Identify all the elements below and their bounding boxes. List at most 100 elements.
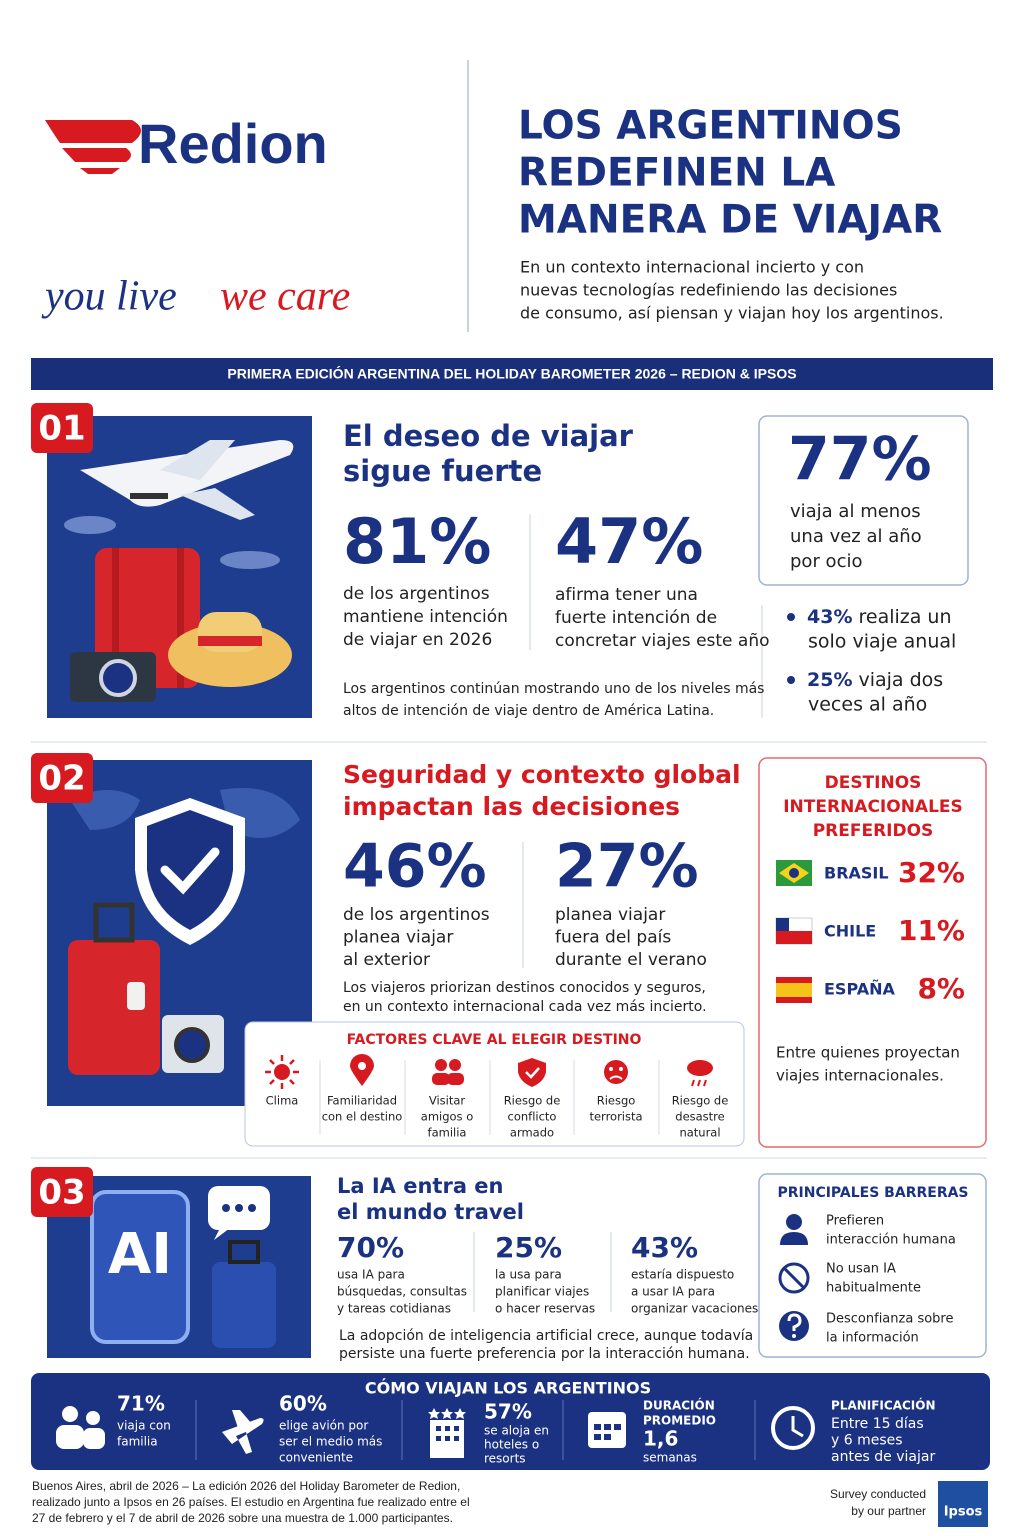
summary-text: hoteles o (484, 1438, 539, 1452)
note: Los argentinos continúan mostrando uno d… (343, 681, 764, 697)
flags-part (776, 918, 789, 931)
stat-text: de viajar en 2026 (343, 630, 492, 650)
summary-text: familia (117, 1435, 158, 1449)
footnote: 27 de febrero y el 7 de abril de 2026 so… (32, 1511, 453, 1525)
summary-text: Entre 15 días (831, 1416, 924, 1432)
logo-mark-part (62, 148, 131, 162)
stat-text: fuera del país (555, 928, 671, 948)
barrier-icons-part (792, 1334, 796, 1338)
stat-text: la usa para (495, 1268, 562, 1282)
stat-text: afirma tener una (555, 585, 698, 605)
section-3-illustration-part (90, 1190, 190, 1344)
barrier-text: Desconfianza sobre (826, 1312, 953, 1327)
summary-icons-part-part (604, 1434, 611, 1440)
summary-icons-part-part (436, 1436, 441, 1441)
barrier-text: interacción humana (826, 1233, 956, 1248)
section-number: 01 (38, 409, 85, 449)
stat-text: búsquedas, consultas (337, 1285, 467, 1299)
stat-text: organizar vacaciones (631, 1302, 758, 1316)
summary-text: ser el medio más (279, 1435, 382, 1449)
stat-text: al exterior (343, 950, 430, 970)
partner-logo (938, 1481, 988, 1527)
bullet (787, 613, 795, 621)
summary-bar (31, 1373, 990, 1470)
section-1-illustration-part (177, 548, 184, 688)
bullet-text: 43% realiza un (807, 606, 952, 628)
factor-icons-part (609, 1067, 613, 1071)
section-title: el mundo travel (337, 1200, 524, 1224)
note: altos de intención de viaje dentro de Am… (343, 703, 714, 719)
section-2-illustration-part (93, 902, 135, 943)
section-3-illustration-part (235, 1204, 243, 1212)
banner-text: PRIMERA EDICIÓN ARGENTINA DEL HOLIDAY BA… (227, 365, 796, 382)
summary-icons-part-part (594, 1434, 601, 1440)
summary-icons-part-part (454, 1426, 459, 1431)
section-1-illustration-part (64, 516, 116, 534)
intro-text: En un contexto internacional incierto y … (520, 258, 864, 277)
bullet (787, 676, 795, 684)
section-number: 02 (38, 759, 85, 799)
summary-value: 57% (484, 1400, 532, 1424)
country: CHILE (824, 922, 876, 941)
highlight-value: 77% (788, 425, 932, 495)
summary-text: resorts (484, 1452, 526, 1466)
factor-label: armado (510, 1126, 554, 1140)
section-2-illustration-part (127, 982, 145, 1010)
summary-icons-part (222, 1410, 264, 1454)
stat-text: concretar viajes este año (555, 631, 770, 651)
tagline: we care (220, 274, 350, 320)
bullet-label: veces al año (808, 694, 927, 716)
country: BRASIL (824, 864, 889, 883)
stat-text: estaría dispuesto (631, 1268, 734, 1282)
intro-text: nuevas tecnologías redefiniendo las deci… (520, 281, 897, 300)
summary-value: 1,6 (643, 1427, 678, 1451)
barrier-text: la información (826, 1331, 919, 1346)
barriers-box (758, 1173, 987, 1358)
section-1-illustration-part (198, 636, 262, 646)
flags (775, 860, 813, 1003)
logo-mark (45, 120, 141, 174)
summary-icons (56, 1406, 815, 1458)
factor-label: natural (679, 1126, 720, 1140)
factor-dividers (319, 1060, 660, 1135)
factor-icons-part (449, 1059, 461, 1071)
bullet-label: realiza un (858, 606, 951, 628)
stat-text: planea viajar (555, 905, 665, 925)
factor-icons-part (265, 1055, 299, 1089)
factor-label: Riesgo de (504, 1094, 561, 1108)
bullet-value: 25% (807, 669, 852, 691)
section-badge (31, 1167, 93, 1217)
summary-icons-part-part (614, 1424, 621, 1430)
summary-icons-part-part (454, 1436, 459, 1441)
section-1-illustration-part (180, 488, 255, 520)
summary-icons-part (771, 1406, 815, 1450)
section-number: 03 (38, 1173, 85, 1213)
factor-icons-part (687, 1060, 713, 1076)
country: ESPAÑA (824, 980, 895, 999)
section-1-illustration-part (160, 440, 235, 480)
barrier-icons-part (780, 1232, 808, 1245)
country-value: 11% (898, 914, 965, 947)
section-title: impactan las decisiones (343, 792, 680, 821)
summary-text: y 6 meses (831, 1433, 903, 1449)
factor-icons-part (358, 1062, 366, 1070)
summary-text: conveniente (279, 1451, 353, 1465)
section-2-illustration (47, 760, 312, 1106)
barrier-text: habitualmente (826, 1281, 921, 1296)
summary-icons-part-part (445, 1436, 450, 1441)
stat-value: 43% (631, 1231, 698, 1264)
factor-icons-part (604, 1060, 628, 1084)
factor-icons-part (435, 1059, 447, 1071)
factor-icons-part (619, 1067, 623, 1071)
footnote: Buenos Aires, abril de 2026 – La edición… (32, 1479, 460, 1493)
factor-label: Clima (266, 1094, 299, 1108)
stat-text: usa IA para (337, 1268, 405, 1282)
bullet-label: viaja dos (858, 669, 943, 691)
partner-text: Survey conducted (830, 1487, 926, 1501)
note: Entre quienes proyectan (776, 1044, 960, 1062)
stat-text: mantiene intención (343, 607, 508, 627)
summary-label: DURACIÓN (643, 1398, 715, 1413)
summary-icons-part-part (594, 1424, 601, 1430)
